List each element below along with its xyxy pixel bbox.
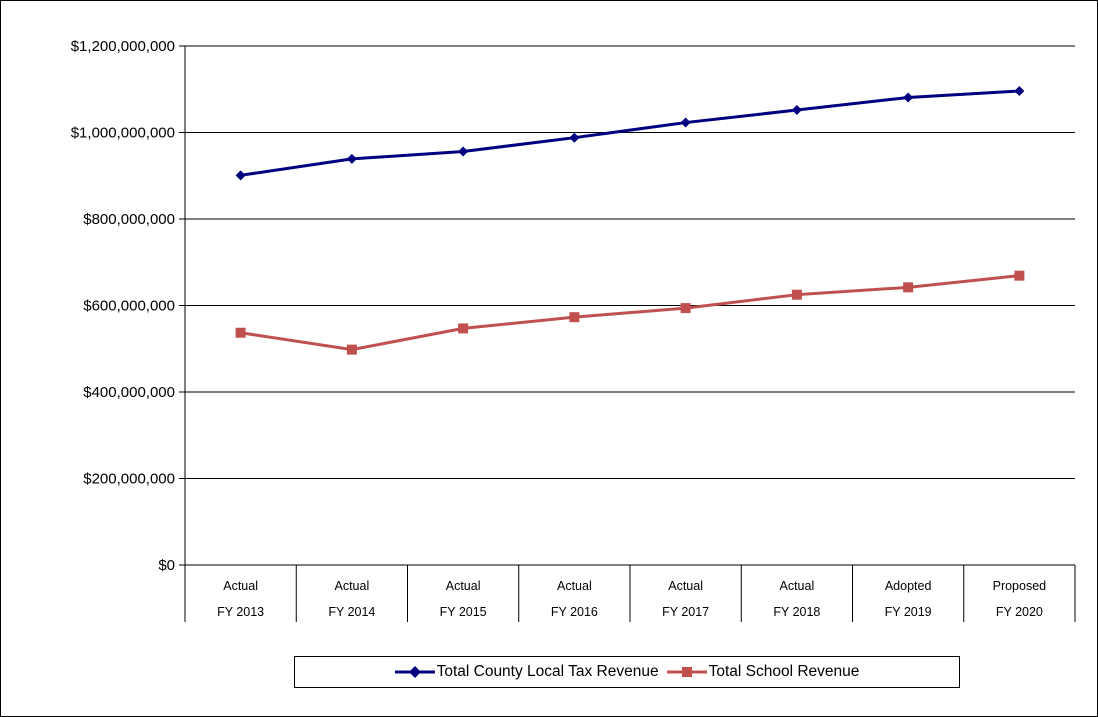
data-point-diamond (903, 92, 914, 103)
series-lines (235, 85, 1025, 355)
x-category-label-line2: FY 2015 (440, 605, 487, 619)
data-point-square (346, 344, 357, 355)
x-category-label-line1: Actual (780, 579, 815, 593)
x-category-label-line1: Actual (557, 579, 592, 593)
x-category-label-line1: Actual (223, 579, 258, 593)
y-tick-label: $1,000,000,000 (71, 125, 175, 142)
x-category-label-line2: FY 2014 (328, 605, 375, 619)
x-category-label-line2: FY 2020 (996, 605, 1043, 619)
x-category-label-line1: Actual (668, 579, 703, 593)
data-point-square (458, 323, 469, 334)
y-tick-label: $0 (158, 557, 175, 574)
data-point-diamond (1014, 85, 1025, 96)
data-point-diamond (458, 146, 469, 157)
y-tick-label: $400,000,000 (83, 384, 175, 401)
gridlines (185, 45, 1075, 479)
axes (179, 45, 1076, 622)
legend-label-county: Total County Local Tax Revenue (436, 663, 659, 680)
data-point-square (235, 327, 246, 338)
x-category-label-line2: FY 2018 (773, 605, 820, 619)
legend-entry-county: Total County Local Tax Revenue (394, 663, 659, 681)
data-point-square (903, 282, 914, 293)
legend-entry-school: Total School Revenue (666, 663, 860, 681)
data-point-square (1014, 270, 1025, 281)
x-category-label-line2: FY 2013 (217, 605, 264, 619)
data-point-square (791, 289, 802, 300)
x-category-label-line1: Actual (335, 579, 370, 593)
data-point-diamond (346, 153, 357, 164)
y-tick-label: $200,000,000 (83, 471, 175, 488)
x-category-label-line2: FY 2019 (885, 605, 932, 619)
y-tick-label: $600,000,000 (83, 298, 175, 315)
y-tick-label: $1,200,000,000 (71, 38, 175, 55)
square-marker-icon (666, 667, 707, 677)
data-point-square (680, 303, 691, 314)
x-axis-category-labels: Actual FY 2013 Actual FY 2014 Actual FY 2015 A… (217, 579, 1046, 619)
data-point-square (569, 312, 580, 323)
diamond-marker-icon (394, 666, 435, 678)
data-point-diamond (569, 132, 580, 143)
x-category-label-line1: Actual (446, 579, 481, 593)
series-line-county (240, 89, 1020, 177)
data-point-diamond (791, 105, 802, 116)
y-tick-label: $800,000,000 (83, 211, 175, 228)
series-line-school (240, 274, 1020, 352)
x-category-label-line2: FY 2016 (551, 605, 598, 619)
data-point-diamond (235, 170, 246, 181)
data-point-diamond (680, 117, 691, 128)
y-axis-tick-labels: $0 $200,000,000 $400,000,000 $600,000,000 $8… (71, 38, 175, 574)
x-category-label-line2: FY 2017 (662, 605, 709, 619)
legend: Total County Local Tax Revenue Total Sch… (294, 656, 960, 688)
x-category-label-line1: Adopted (885, 579, 932, 593)
x-category-label-line1: Proposed (993, 579, 1047, 593)
legend-label-school: Total School Revenue (708, 663, 860, 680)
